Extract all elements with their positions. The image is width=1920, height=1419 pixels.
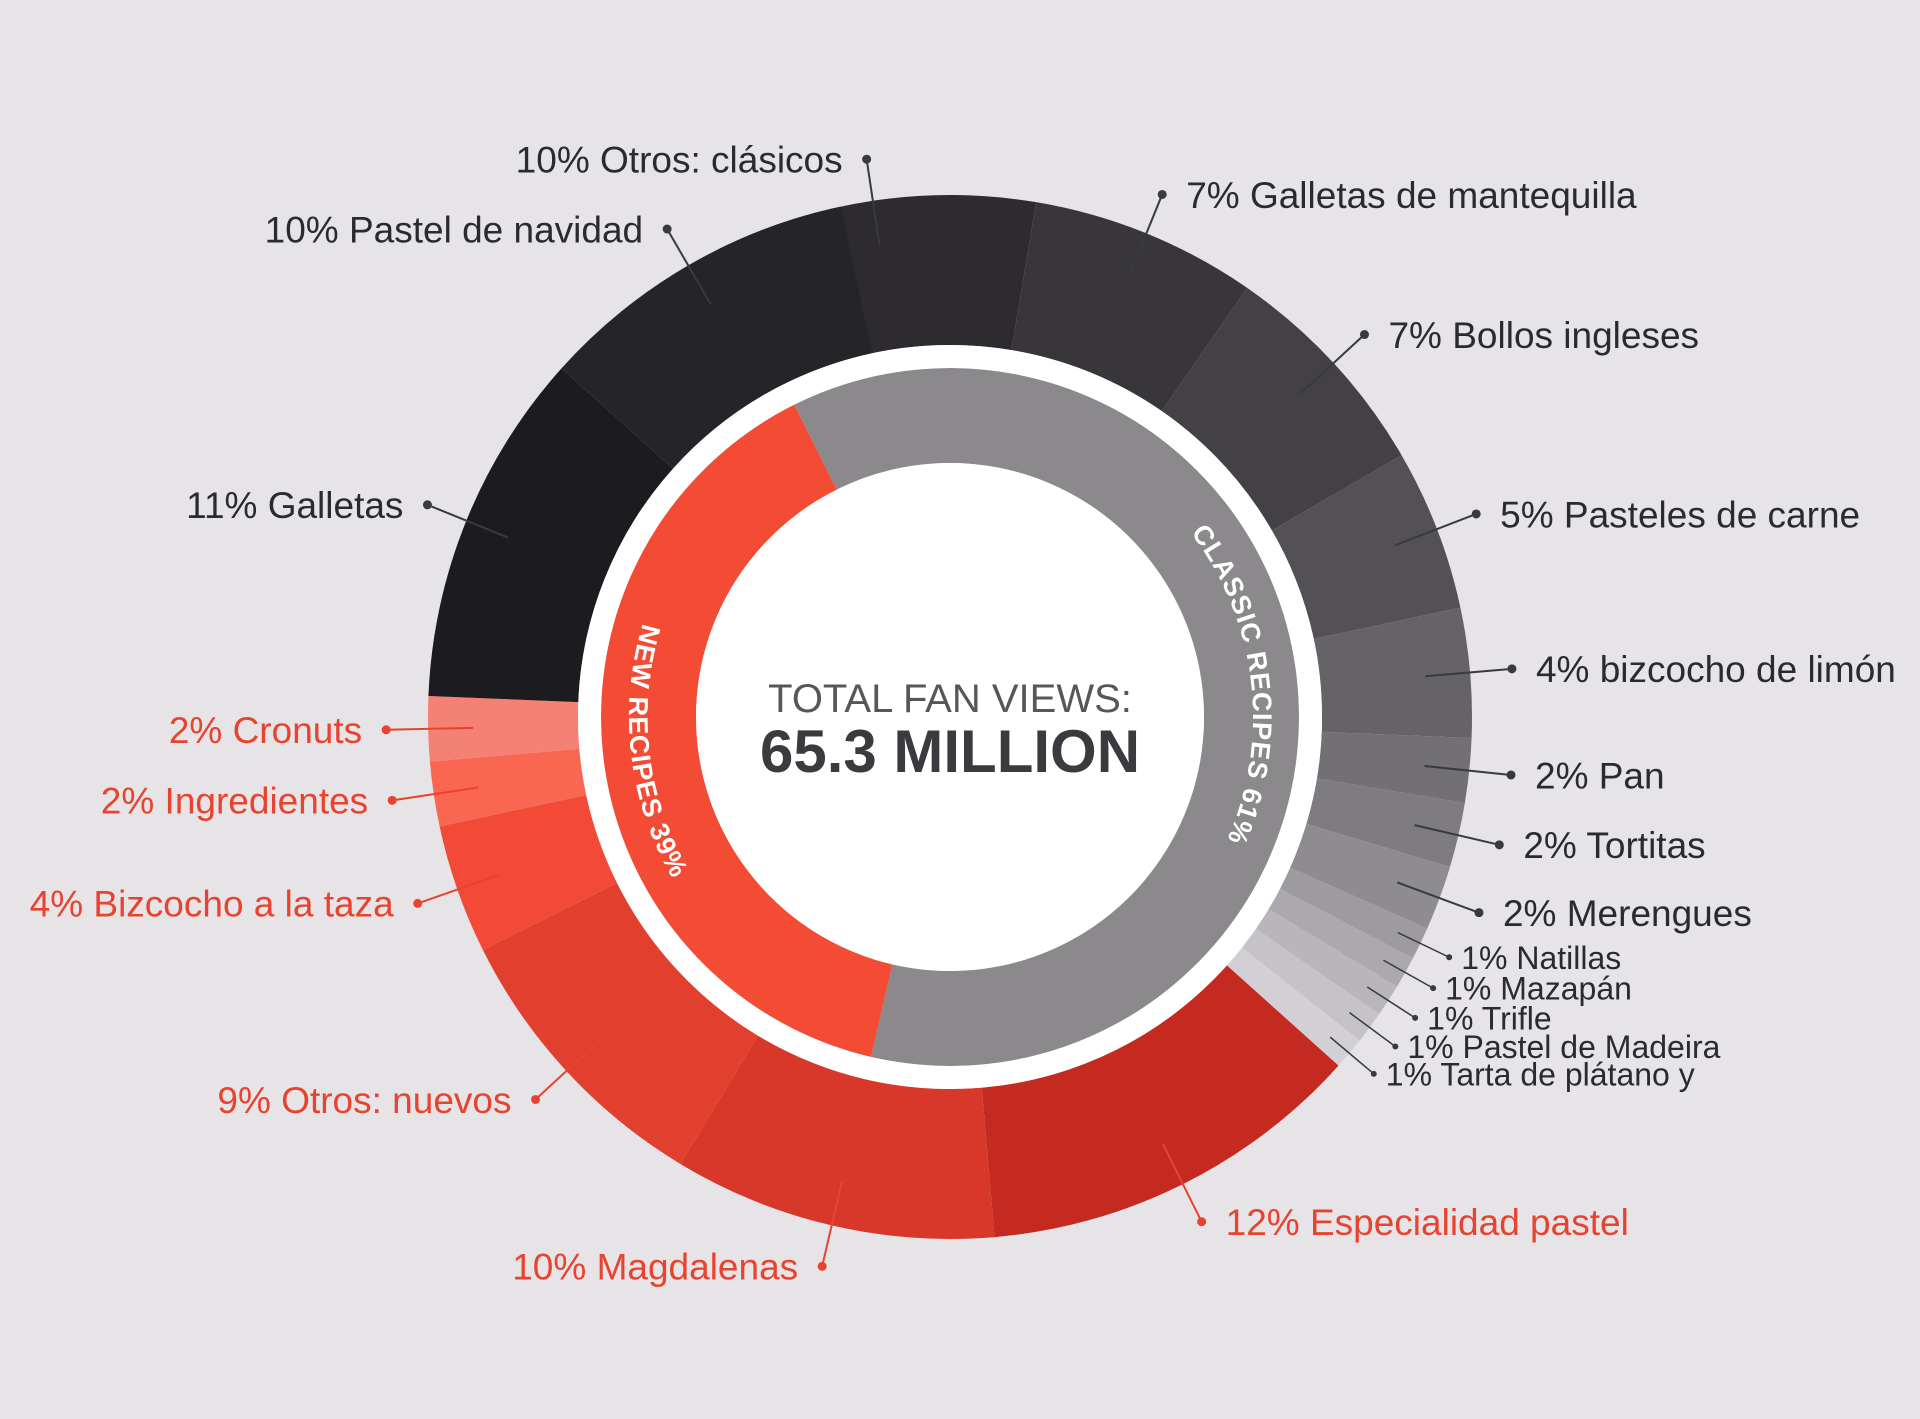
leader-line-7-galletas-de-mantequilla: [1128, 194, 1164, 276]
label-1-pastel-de-madeira: 1% Pastel de Madeira: [1407, 1029, 1720, 1065]
leader-dot-1-mazapan: [1430, 985, 1437, 992]
leader-dot-5-pasteles-de-carne: [1471, 509, 1481, 519]
outer-slice-12-especialidad-pastel: [981, 965, 1339, 1238]
leader-line-7-bollos-ingleses: [1299, 333, 1366, 395]
outer-slice-1-trifle: [1255, 909, 1397, 1015]
leader-line-2-ingredientes: [392, 786, 479, 802]
outer-slice-1-tarta-de-platano-y: [1226, 947, 1360, 1066]
center-disc: [696, 463, 1204, 971]
leader-dot-2-cronuts: [381, 725, 391, 735]
outer-slice-7-bollos-ingleses: [1161, 287, 1402, 531]
outer-slice-10-pastel-de-navidad: [561, 206, 873, 469]
label-2-ingredientes: 2% Ingredientes: [101, 781, 368, 822]
leader-line-9-otros-nuevos: [534, 1039, 601, 1101]
leader-line-4-bizcocho-a-la-taza: [417, 873, 501, 905]
label-4-bizcocho-a-la-taza: 4% Bizcocho a la taza: [30, 884, 394, 925]
label-4-bizcocho-de-limon: 4% bizcocho de limón: [1536, 649, 1896, 690]
inner-ring: CLASSIC RECIPES 61%NEW RECIPES 39%: [578, 345, 1322, 1089]
leader-dot-10-pastel-de-navidad: [662, 224, 672, 234]
outer-slice-9-otros-nuevos: [482, 882, 758, 1164]
leader-line-1-mazapan: [1383, 959, 1434, 989]
category-labels: 10% Otros: clásicos 7% Galletas de manteq…: [30, 140, 1896, 1288]
leader-dot-12-especialidad-pastel: [1197, 1217, 1207, 1227]
leader-line-5-pasteles-de-carne: [1394, 513, 1477, 547]
leader-dot-1-trifle: [1412, 1014, 1419, 1021]
outer-slice-5-pasteles-de-carne: [1271, 455, 1461, 640]
leader-dot-10-otros-clasicos: [862, 154, 872, 164]
outer-slice-1-natillas: [1279, 867, 1428, 959]
leader-line-12-especialidad-pastel: [1161, 1143, 1203, 1223]
outer-slice-7-galletas-de-mantequilla: [1011, 202, 1248, 412]
outer-ring: [428, 194, 1472, 1239]
leader-line-2-merengues: [1397, 881, 1480, 914]
label-5-pasteles-de-carne: 5% Pasteles de carne: [1500, 494, 1860, 535]
outer-slice-2-tortitas: [1306, 778, 1465, 868]
label-2-merengues: 2% Merengues: [1503, 893, 1752, 934]
leader-dot-1-tarta-de-platano-y: [1370, 1070, 1377, 1077]
leader-dot-2-merengues: [1474, 908, 1484, 918]
leader-dot-9-otros-nuevos: [531, 1094, 541, 1104]
leader-line-1-pastel-de-madeira: [1349, 1012, 1396, 1048]
outer-slice-2-pan: [1316, 731, 1472, 804]
leader-line-10-otros-clasicos: [865, 159, 881, 246]
label-9-otros-nuevos: 9% Otros: nuevos: [217, 1080, 511, 1121]
leader-dot-2-tortitas: [1494, 840, 1504, 850]
leader-line-1-trifle: [1366, 986, 1416, 1019]
label-10-magdalenas: 10% Magdalenas: [512, 1247, 798, 1288]
label-1-natillas: 1% Natillas: [1461, 940, 1621, 976]
leader-dot-2-ingredientes: [387, 795, 397, 805]
label-11-galletas: 11% Galletas: [186, 485, 403, 526]
label-1-trifle: 1% Trifle: [1427, 1000, 1551, 1036]
leader-line-2-pan: [1424, 765, 1512, 776]
leader-dot-2-pan: [1506, 770, 1516, 780]
label-1-tarta-de-platano-y: 1% Tarta de plátano y: [1386, 1056, 1695, 1092]
leader-dot-1-pastel-de-madeira: [1392, 1043, 1399, 1050]
leader-dot-10-magdalenas: [817, 1261, 827, 1271]
leader-line-1-natillas: [1397, 931, 1450, 958]
leader-line-10-pastel-de-navidad: [666, 228, 712, 305]
label-1-mazapan: 1% Mazapán: [1445, 971, 1632, 1007]
leader-dot-7-galletas-de-mantequilla: [1157, 189, 1167, 199]
label-10-pastel-de-navidad: 10% Pastel de navidad: [265, 209, 644, 250]
outer-slice-2-ingredientes: [429, 748, 587, 827]
outer-slice-4-bizcocho-a-la-taza: [439, 794, 618, 950]
leader-line-2-cronuts: [386, 726, 474, 731]
leader-dot-4-bizcocho-de-limon: [1507, 664, 1517, 674]
leader-line-1-tarta-de-platano-y: [1329, 1036, 1375, 1075]
outer-slice-11-galletas: [428, 368, 674, 703]
label-leaders: [381, 154, 1517, 1271]
outer-slice-2-merengues: [1290, 823, 1450, 929]
inner-slice-new: [601, 404, 893, 1057]
label-12-especialidad-pastel: 12% Especialidad pastel: [1226, 1202, 1629, 1243]
leader-dot-11-galletas: [422, 500, 432, 510]
label-2-cronuts: 2% Cronuts: [169, 710, 362, 751]
ring-separator: [578, 345, 1322, 1089]
label-2-tortitas: 2% Tortitas: [1523, 825, 1705, 866]
leader-line-11-galletas: [427, 503, 509, 539]
outer-slice-1-mazapan: [1268, 888, 1414, 987]
outer-slice-1-pastel-de-madeira: [1241, 928, 1380, 1041]
label-7-bollos-ingleses: 7% Bollos ingleses: [1388, 315, 1699, 356]
outer-slice-10-magdalenas: [680, 1035, 995, 1239]
total-value: 65.3 MILLION: [760, 718, 1140, 785]
leader-line-10-magdalenas: [821, 1181, 843, 1267]
total-heading: TOTAL FAN VIEWS:: [768, 677, 1132, 721]
outer-slice-4-bizcocho-de-limon: [1313, 607, 1472, 738]
leader-dot-7-bollos-ingleses: [1359, 330, 1369, 340]
label-7-galletas-de-mantequilla: 7% Galletas de mantequilla: [1186, 175, 1637, 216]
leader-dot-4-bizcocho-a-la-taza: [413, 898, 423, 908]
label-10-otros-clasicos: 10% Otros: clásicos: [516, 140, 843, 181]
outer-slice-2-cronuts: [428, 696, 580, 762]
inner-slice-classic: [794, 368, 1300, 1066]
label-2-pan: 2% Pan: [1535, 755, 1665, 796]
leader-line-2-tortitas: [1414, 824, 1500, 846]
center-summary: TOTAL FAN VIEWS: 65.3 MILLION: [696, 463, 1204, 971]
leader-dot-1-natillas: [1446, 954, 1453, 961]
leader-line-4-bizcocho-de-limon: [1425, 667, 1513, 678]
